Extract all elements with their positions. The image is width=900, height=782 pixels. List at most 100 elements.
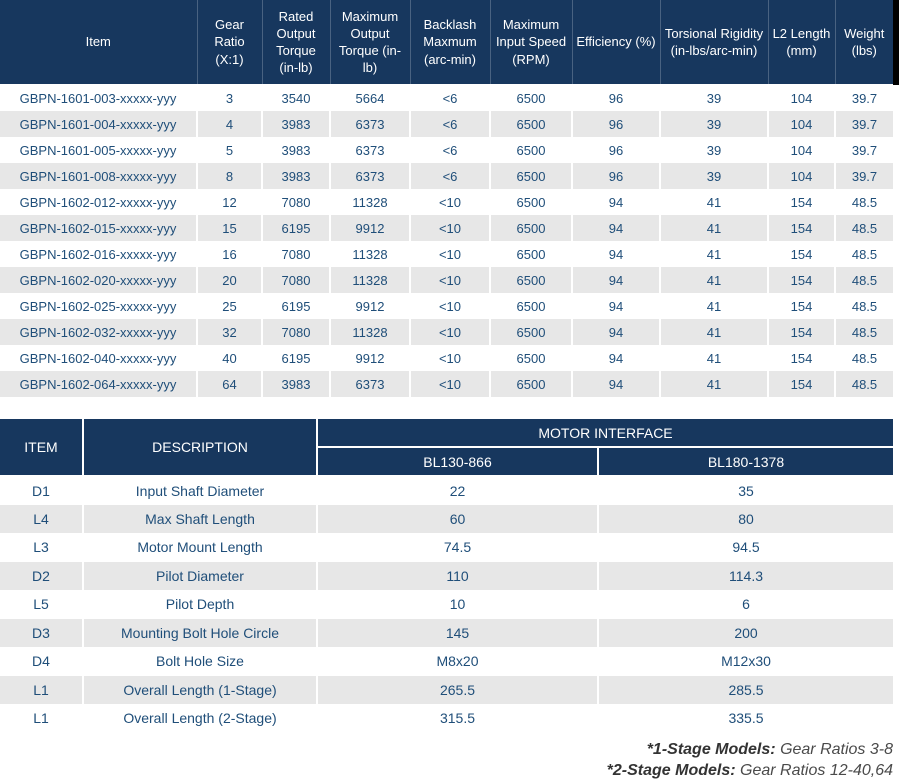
table-row: L1 Overall Length (1-Stage) 265.5 285.5 — [0, 675, 893, 704]
table-row: GBPN-1602-020-xxxxx-yyy 20 7080 11328 <10 650… — [0, 267, 893, 293]
table-cell: 6500 — [490, 215, 573, 241]
gearbox-spec-table: Item Gear Ratio (X:1) Rated Output Torque … — [0, 0, 893, 397]
table-cell: 6500 — [490, 111, 573, 137]
table-cell: 6500 — [490, 345, 573, 371]
table-cell: Mounting Bolt Hole Circle — [83, 618, 318, 647]
table-cell: 6500 — [490, 293, 573, 319]
table-row: D1 Input Shaft Diameter 22 35 — [0, 476, 893, 505]
table-cell: 110 — [317, 561, 599, 590]
table-cell: GBPN-1602-020-xxxxx-yyy — [0, 267, 198, 293]
table-cell: 6500 — [490, 85, 573, 111]
table-cell: 154 — [768, 319, 836, 345]
table-cell: 6500 — [490, 319, 573, 345]
table-cell: 104 — [768, 163, 836, 189]
table-cell: 39 — [660, 111, 769, 137]
table-row: GBPN-1601-008-xxxxx-yyy 8 3983 6373 <6 6500 96… — [0, 163, 893, 189]
table-cell: 6195 — [262, 293, 331, 319]
footnote-2-label: *2-Stage Models: — [606, 761, 736, 779]
table-cell: 315.5 — [317, 704, 599, 733]
table-cell: 16 — [197, 241, 263, 267]
table-cell: 94 — [572, 345, 661, 371]
table-cell: 12 — [197, 189, 263, 215]
table-cell: <6 — [410, 137, 491, 163]
table-cell: 11328 — [330, 267, 411, 293]
table-cell: 94 — [572, 215, 661, 241]
table-cell: D2 — [0, 561, 84, 590]
table-cell: GBPN-1602-016-xxxxx-yyy — [0, 241, 198, 267]
table-cell: Max Shaft Length — [83, 504, 318, 533]
table-cell: 6500 — [490, 137, 573, 163]
interface-table-header: ITEM DESCRIPTION MOTOR INTERFACE BL130-8… — [0, 419, 893, 477]
table-cell: 6373 — [330, 371, 411, 397]
table-cell: <10 — [410, 241, 491, 267]
table-cell: <6 — [410, 163, 491, 189]
table-cell: 39 — [660, 163, 769, 189]
table-cell: L5 — [0, 590, 84, 619]
item-column-header: ITEM — [0, 419, 84, 477]
table-cell: 41 — [660, 345, 769, 371]
model-column-header-bl130: BL130-866 — [317, 446, 599, 477]
table-cell: <6 — [410, 111, 491, 137]
table-cell: 154 — [768, 215, 836, 241]
table-cell: 7080 — [262, 189, 331, 215]
table-cell: <10 — [410, 345, 491, 371]
table-cell: 11328 — [330, 189, 411, 215]
table-cell: GBPN-1602-032-xxxxx-yyy — [0, 319, 198, 345]
table-cell: 6195 — [262, 215, 331, 241]
table-cell: Motor Mount Length — [83, 533, 318, 562]
table-cell: 94.5 — [732, 539, 760, 556]
footnote-1-stage: *1-Stage Models: Gear Ratios 3-8 — [0, 739, 893, 760]
table-cell: 94 — [572, 293, 661, 319]
table-cell: D3 — [0, 618, 84, 647]
table-cell: 41 — [660, 241, 769, 267]
table-cell: Overall Length (1-Stage) — [83, 675, 318, 704]
table-row: D3 Mounting Bolt Hole Circle 145 200 — [0, 618, 893, 647]
table-cell: 39.7 — [851, 91, 878, 106]
table-row: GBPN-1602-015-xxxxx-yyy 15 6195 9912 <10 6500… — [0, 215, 893, 241]
table-cell: 6373 — [330, 111, 411, 137]
table-cell: 3983 — [262, 111, 331, 137]
table-row: GBPN-1601-003-xxxxx-yyy 3 3540 5664 <6 6500 96… — [0, 85, 893, 111]
table-cell: 9912 — [330, 215, 411, 241]
table-cell: 154 — [768, 293, 836, 319]
table-cell: 39 — [660, 137, 769, 163]
table-row: L5 Pilot Depth 10 6 — [0, 590, 893, 619]
table-cell: <10 — [410, 215, 491, 241]
table-row: GBPN-1602-016-xxxxx-yyy 16 7080 11328 <10 650… — [0, 241, 893, 267]
table-cell: 94 — [572, 371, 661, 397]
table-row: GBPN-1601-005-xxxxx-yyy 5 3983 6373 <6 6500 96… — [0, 137, 893, 163]
table-cell: 15 — [197, 215, 263, 241]
table-cell: GBPN-1602-025-xxxxx-yyy — [0, 293, 198, 319]
table-cell: 9912 — [330, 293, 411, 319]
table-cell: 48.5 — [851, 298, 878, 314]
table-cell: 6500 — [490, 163, 573, 189]
table-cell: GBPN-1602-064-xxxxx-yyy — [0, 371, 198, 397]
table-cell: 154 — [768, 189, 836, 215]
table-row: GBPN-1602-032-xxxxx-yyy 32 7080 11328 <10 650… — [0, 319, 893, 345]
description-column-header: DESCRIPTION — [82, 419, 318, 477]
interface-table-body: D1 Input Shaft Diameter 22 35 L4 Max Shaft Le… — [0, 476, 893, 733]
table-cell: GBPN-1602-040-xxxxx-yyy — [0, 345, 198, 371]
column-header: Maximum Input Speed (RPM) — [490, 0, 573, 86]
table-cell: GBPN-1601-004-xxxxx-yyy — [0, 111, 198, 137]
table-row: L1 Overall Length (2-Stage) 315.5 335.5 — [0, 704, 893, 733]
table-cell: 3540 — [262, 85, 331, 111]
table-cell: 265.5 — [317, 675, 599, 704]
table-cell: L1 — [0, 675, 84, 704]
table-cell: 25 — [197, 293, 263, 319]
column-header: Weight (lbs) — [835, 0, 893, 86]
table-cell: <10 — [410, 319, 491, 345]
table-cell: 154 — [768, 371, 836, 397]
table-cell: 7080 — [262, 267, 331, 293]
table-cell: 41 — [660, 319, 769, 345]
table-row: GBPN-1602-040-xxxxx-yyy 40 6195 9912 <10 6500… — [0, 345, 893, 371]
table-cell: 104 — [768, 85, 836, 111]
table-cell: 96 — [572, 111, 661, 137]
table-cell: 64 — [197, 371, 263, 397]
footnote-2-stage: *2-Stage Models: Gear Ratios 12-40,64 — [0, 760, 893, 781]
table-cell: 6195 — [262, 345, 331, 371]
table-cell: 6500 — [490, 189, 573, 215]
table-cell: 3 — [197, 85, 263, 111]
column-header: Torsional Rigidity (in-lbs/arc-min) — [660, 0, 769, 86]
footnote-1-value: Gear Ratios 3-8 — [780, 740, 893, 758]
